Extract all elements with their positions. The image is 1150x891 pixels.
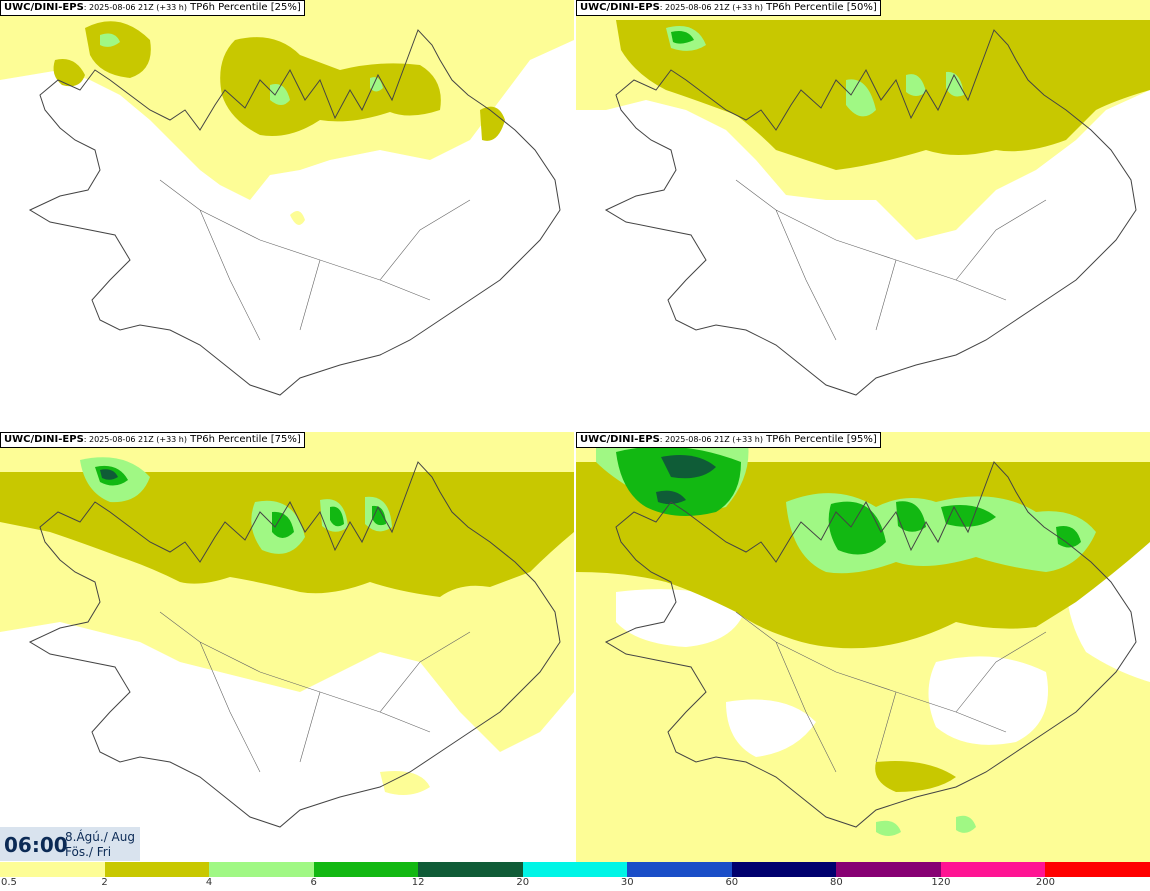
precip-area-moderate (53, 59, 85, 87)
legend-label: 120 (931, 877, 951, 888)
precip-map-25 (0, 0, 574, 430)
precip-area-moderate (480, 106, 505, 141)
legend-label: 200 (1035, 877, 1055, 888)
precip-area-heavy (370, 77, 383, 92)
legend-swatch (313, 862, 419, 877)
panel-title: UWC/DINI-EPS: 2025-08-06 21Z (+33 h) TP6… (576, 432, 881, 448)
precip-area-intense (1056, 526, 1081, 548)
precip-area-intense (828, 501, 886, 555)
legend-label: 2 (101, 877, 108, 888)
legend-label: 0.5 (1, 877, 17, 888)
precip-area-heavy (956, 815, 976, 833)
precip-area-heavy (100, 33, 120, 47)
valid-time-box: 06:00 8.Ágú./ Aug Fös./ Fri (0, 827, 140, 861)
precip-area-clear (616, 589, 746, 647)
precip-area-light (290, 211, 305, 225)
precip-area-very-intense (656, 490, 686, 505)
legend-label: 4 (205, 877, 213, 888)
color-legend-labels: 0.5 2 4 6 12 20 30 60 80 120 200 (0, 877, 1150, 891)
legend-label: 80 (829, 877, 843, 888)
panel-divider (0, 430, 1150, 432)
legend-swatch (1045, 862, 1150, 877)
legend-swatch (940, 862, 1046, 877)
precip-map-95 (576, 432, 1150, 862)
legend-label: 60 (725, 877, 739, 888)
precip-map-50 (576, 0, 1150, 430)
precip-area-intense (671, 31, 694, 44)
panel-title: UWC/DINI-EPS: 2025-08-06 21Z (+33 h) TP6… (576, 0, 881, 16)
legend-label: 12 (411, 877, 425, 888)
legend-swatch (731, 862, 837, 877)
precip-area-very-intense (661, 454, 716, 479)
precip-area-intense (272, 511, 294, 538)
precip-area-light (380, 771, 430, 796)
precip-area-heavy (906, 74, 926, 96)
valid-weekday: Fös./ Fri (65, 845, 112, 859)
map-panel-75: UWC/DINI-EPS: 2025-08-06 21Z (+33 h) TP6… (0, 432, 574, 862)
map-panel-50: UWC/DINI-EPS: 2025-08-06 21Z (+33 h) TP6… (576, 0, 1150, 430)
precip-area-heavy (876, 820, 901, 836)
legend-swatch (836, 862, 941, 877)
precip-area-intense (330, 506, 344, 527)
panel-title: UWC/DINI-EPS: 2025-08-06 21Z (+33 h) TP6… (0, 0, 305, 16)
precip-area-heavy (270, 84, 290, 105)
precip-area-moderate (875, 761, 956, 792)
precip-area-very-intense (100, 469, 118, 480)
precip-area-intense (372, 505, 386, 526)
precip-area-heavy (846, 79, 876, 117)
valid-time: 06:00 (4, 833, 68, 857)
panel-title: UWC/DINI-EPS: 2025-08-06 21Z (+33 h) TP6… (0, 432, 305, 448)
precip-area-clear (928, 656, 1048, 745)
color-legend (0, 862, 1150, 877)
valid-date: 8.Ágú./ Aug (65, 830, 135, 844)
legend-swatch (209, 862, 314, 877)
map-panel-25: UWC/DINI-EPS: 2025-08-06 21Z (+33 h) TP6… (0, 0, 574, 430)
legend-swatch (104, 862, 210, 877)
precip-area-moderate (220, 37, 441, 137)
precip-area-clear (726, 699, 816, 757)
legend-swatch (0, 862, 105, 877)
precip-area-moderate (616, 20, 1150, 170)
legend-swatch (418, 862, 523, 877)
precip-area-heavy (946, 71, 964, 97)
precip-area-intense (941, 504, 996, 527)
precip-map-75 (0, 432, 574, 862)
precip-area-intense (896, 501, 926, 532)
legend-label: 6 (310, 877, 317, 888)
map-panel-95: UWC/DINI-EPS: 2025-08-06 21Z (+33 h) TP6… (576, 432, 1150, 862)
legend-label: 30 (620, 877, 634, 888)
legend-swatch (522, 862, 628, 877)
legend-label: 20 (516, 877, 530, 888)
legend-swatch (627, 862, 732, 877)
